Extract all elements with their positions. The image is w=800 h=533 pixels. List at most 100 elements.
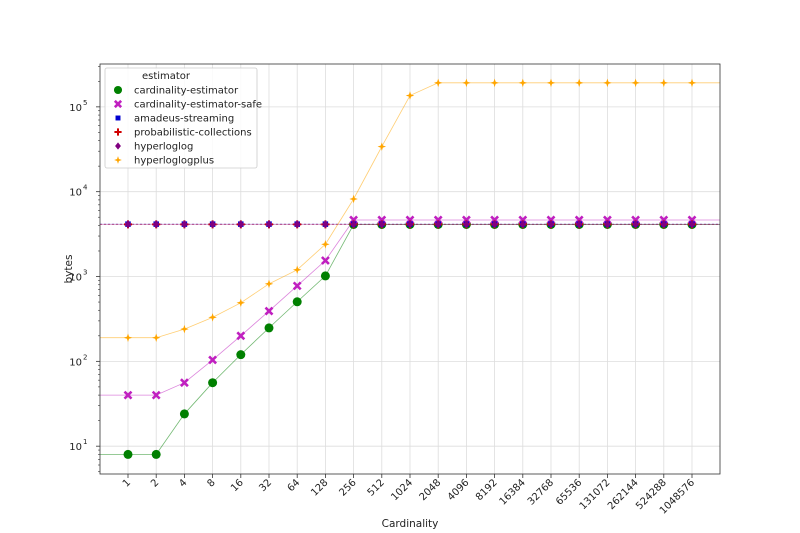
x-tick-label: 64: [286, 477, 303, 494]
data-point: [349, 194, 358, 204]
data-point: [179, 378, 189, 388]
data-point: [463, 220, 470, 229]
data-point: [123, 449, 133, 459]
y-tick-exponent: 4: [83, 184, 88, 192]
data-point: [604, 220, 611, 229]
legend-title: estimator: [142, 71, 191, 82]
data-point: [179, 409, 189, 419]
y-tick-base: 10: [69, 357, 82, 368]
data-point: [660, 220, 668, 229]
data-point: [350, 220, 357, 229]
x-tick-label: 1024: [389, 477, 415, 503]
data-point: [405, 91, 415, 100]
data-point: [574, 78, 584, 88]
data-point: [152, 220, 160, 229]
legend-label: hyperloglog: [134, 142, 193, 153]
data-point: [322, 220, 329, 229]
data-point: [208, 313, 217, 322]
legend-marker: [114, 128, 122, 136]
x-tick-label: 32: [257, 477, 274, 494]
x-tick-label: 8192: [474, 477, 500, 503]
y-tick-label: 10 2: [69, 353, 87, 368]
data-point: [180, 324, 189, 334]
x-tick-label: 1: [121, 477, 133, 489]
series-hyperloglog: [124, 220, 696, 229]
data-point: [433, 78, 443, 88]
data-point: [124, 220, 132, 229]
data-point: [292, 281, 302, 291]
legend-label: hyperloglogplus: [134, 156, 214, 167]
data-point: [632, 220, 639, 229]
series-hyperloglogplus: [123, 78, 697, 342]
data-point: [406, 220, 414, 229]
y-tick-label: 10 1: [69, 438, 87, 453]
data-point: [546, 78, 556, 88]
x-tick-label: 128: [309, 477, 330, 498]
data-point: [236, 331, 246, 341]
x-axis-label: Cardinality: [382, 518, 439, 530]
data-point: [237, 220, 245, 229]
data-point: [688, 220, 696, 229]
grid: [100, 64, 720, 474]
data-point: [547, 220, 555, 229]
data-point: [181, 220, 188, 229]
data-point: [293, 220, 301, 229]
data-point: [236, 350, 246, 360]
x-tick-label: 8: [205, 477, 217, 489]
data-point: [320, 271, 330, 281]
data-point: [151, 449, 161, 459]
x-tick-label: 512: [366, 477, 387, 498]
data-point: [264, 306, 274, 316]
data-point: [519, 220, 527, 229]
data-point: [518, 78, 528, 88]
x-tick-label: 16: [229, 477, 246, 494]
data-point: [631, 78, 640, 88]
series-markers: [123, 78, 697, 459]
legend-label: amadeus-streaming: [134, 114, 234, 125]
data-point: [320, 256, 330, 265]
y-axis-label: bytes: [63, 255, 75, 284]
y-tick-base: 10: [69, 103, 82, 114]
data-point: [123, 333, 133, 342]
data-point: [462, 78, 471, 88]
y-tick-label: 10 4: [69, 184, 88, 199]
legend-item: probabilistic-collections: [114, 128, 252, 139]
data-point: [292, 265, 302, 275]
data-point: [208, 355, 218, 365]
data-point: [123, 390, 133, 400]
data-point: [292, 297, 302, 307]
data-point: [659, 78, 669, 88]
x-tick-label: 256: [337, 477, 358, 498]
x-tick-label: 32768: [526, 477, 556, 507]
data-point: [264, 323, 274, 333]
data-point: [491, 220, 498, 229]
data-point: [378, 220, 386, 229]
y-tick-label: 10 5: [69, 99, 87, 114]
legend-label: cardinality-estimator-safe: [134, 100, 262, 111]
y-tick-exponent: 2: [83, 353, 87, 361]
legend-item: hyperloglogplus: [114, 156, 214, 167]
legend-marker: [114, 156, 122, 164]
legend-item: cardinality-estimator: [113, 85, 239, 97]
data-point: [434, 220, 442, 229]
legend-box: [104, 67, 258, 169]
data-point: [265, 220, 273, 229]
x-tick-label: 2: [149, 477, 161, 489]
legend-item: amadeus-streaming: [115, 114, 234, 125]
legend-marker: [113, 85, 123, 95]
legend-marker: [115, 142, 121, 150]
y-tick-exponent: 1: [83, 438, 87, 446]
data-point: [208, 378, 218, 388]
data-point: [603, 78, 612, 88]
data-point: [377, 142, 387, 151]
x-tick-label: 4: [177, 477, 189, 489]
y-tick-base: 10: [69, 188, 82, 199]
legend-marker: [113, 99, 123, 109]
legend-label: cardinality-estimator: [134, 86, 239, 97]
y-tick-base: 10: [69, 273, 82, 284]
data-point: [575, 220, 583, 229]
data-point: [151, 333, 161, 342]
data-point: [209, 220, 216, 229]
